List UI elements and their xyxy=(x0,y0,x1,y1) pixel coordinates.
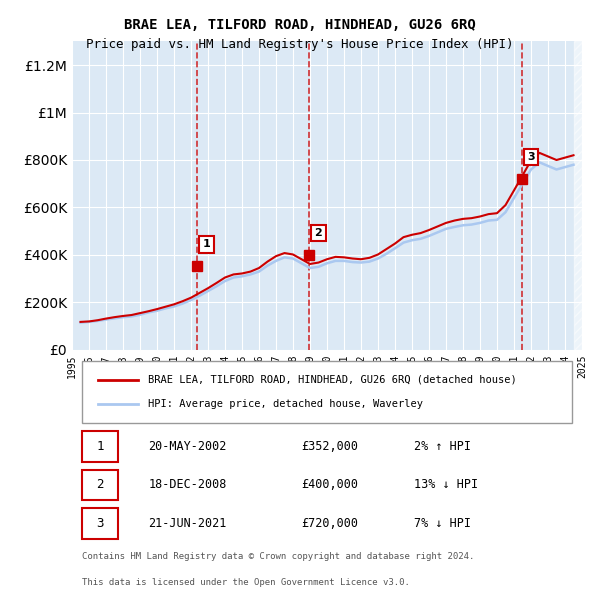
Text: Price paid vs. HM Land Registry's House Price Index (HPI): Price paid vs. HM Land Registry's House … xyxy=(86,38,514,51)
FancyBboxPatch shape xyxy=(82,362,572,423)
FancyBboxPatch shape xyxy=(82,508,118,539)
FancyBboxPatch shape xyxy=(82,470,118,500)
Text: HPI: Average price, detached house, Waverley: HPI: Average price, detached house, Wave… xyxy=(149,399,424,409)
Text: BRAE LEA, TILFORD ROAD, HINDHEAD, GU26 6RQ (detached house): BRAE LEA, TILFORD ROAD, HINDHEAD, GU26 6… xyxy=(149,375,517,385)
Text: 3: 3 xyxy=(527,152,535,162)
Text: 7% ↓ HPI: 7% ↓ HPI xyxy=(414,517,471,530)
Text: 2: 2 xyxy=(96,478,104,491)
Text: 1: 1 xyxy=(203,240,211,250)
Text: 20-MAY-2002: 20-MAY-2002 xyxy=(149,440,227,453)
Text: This data is licensed under the Open Government Licence v3.0.: This data is licensed under the Open Gov… xyxy=(82,578,410,586)
Text: 18-DEC-2008: 18-DEC-2008 xyxy=(149,478,227,491)
Text: Contains HM Land Registry data © Crown copyright and database right 2024.: Contains HM Land Registry data © Crown c… xyxy=(82,552,475,562)
FancyBboxPatch shape xyxy=(82,431,118,462)
Text: 2: 2 xyxy=(314,228,322,238)
Text: 1: 1 xyxy=(96,440,104,453)
Text: 21-JUN-2021: 21-JUN-2021 xyxy=(149,517,227,530)
Text: 2% ↑ HPI: 2% ↑ HPI xyxy=(414,440,471,453)
Text: BRAE LEA, TILFORD ROAD, HINDHEAD, GU26 6RQ: BRAE LEA, TILFORD ROAD, HINDHEAD, GU26 6… xyxy=(124,18,476,32)
Text: £352,000: £352,000 xyxy=(302,440,359,453)
Text: £720,000: £720,000 xyxy=(302,517,359,530)
Text: £400,000: £400,000 xyxy=(302,478,359,491)
Text: 3: 3 xyxy=(96,517,104,530)
Text: 13% ↓ HPI: 13% ↓ HPI xyxy=(414,478,478,491)
